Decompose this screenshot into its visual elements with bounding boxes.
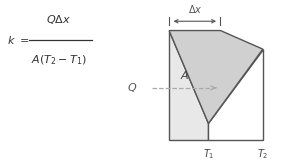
Text: $T_2$: $T_2$: [257, 148, 269, 161]
Polygon shape: [169, 31, 263, 123]
Text: $Q\Delta x$: $Q\Delta x$: [46, 13, 71, 26]
Text: $A(T_2 - T_1)$: $A(T_2 - T_1)$: [31, 54, 87, 67]
Polygon shape: [208, 49, 263, 140]
Text: $T_1$: $T_1$: [203, 148, 214, 161]
Text: $A$: $A$: [180, 69, 189, 82]
Text: $k\ =$: $k\ =$: [7, 34, 30, 46]
Polygon shape: [169, 31, 208, 140]
Text: $\Delta x$: $\Delta x$: [188, 3, 202, 15]
Text: $Q$: $Q$: [127, 81, 137, 94]
